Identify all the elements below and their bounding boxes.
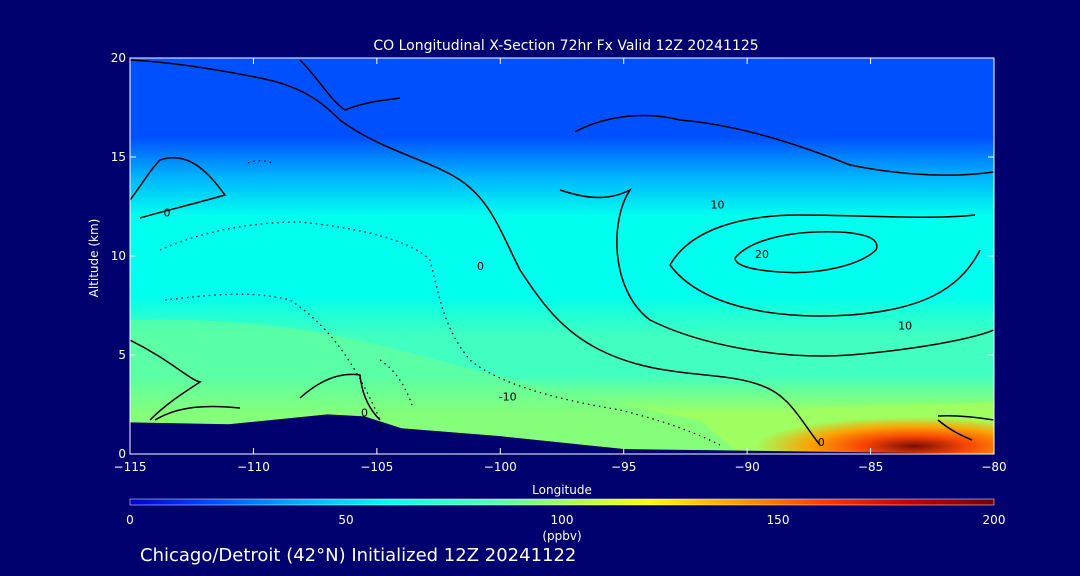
- colorbar-tick-label: 150: [767, 513, 790, 527]
- x-tick-label: −105: [360, 460, 393, 474]
- y-tick-label: 5: [118, 348, 126, 362]
- contour-label: 10: [711, 199, 725, 212]
- twenty-contour-inner: [734, 230, 878, 274]
- contour-label: 0: [361, 406, 368, 419]
- x-tick-label: −100: [484, 460, 517, 474]
- surface-plume: [710, 402, 994, 454]
- footer-caption: Chicago/Detroit (42°N) Initialized 12Z 2…: [140, 545, 576, 566]
- negative-ten-contour-small: [247, 160, 273, 164]
- contour-label: -10: [499, 391, 517, 404]
- zero-contour-right: [937, 415, 994, 441]
- x-tick-label: −95: [611, 460, 636, 474]
- x-tick-label: −90: [734, 460, 759, 474]
- terrain-mask: [130, 414, 994, 454]
- contour-label: 10: [898, 319, 912, 332]
- zero-contour-upper: [299, 59, 401, 111]
- negative-ten-contour: [159, 221, 721, 446]
- colorbar-ticks: 0 50 100 150 200: [126, 513, 1005, 527]
- zero-contour-terrain: [154, 373, 381, 421]
- zero-contour: [130, 59, 821, 446]
- colorbar-tick-label: 100: [551, 513, 574, 527]
- zero-contour-low: [130, 339, 202, 421]
- y-tick-label: 0: [118, 447, 126, 461]
- y-axis: 0 5 10 15 20: [111, 51, 994, 461]
- colorbar-tick-label: 0: [126, 513, 134, 527]
- zero-contour-left: [130, 157, 227, 219]
- colorbar: [129, 498, 995, 506]
- contour-label: 20: [755, 248, 769, 261]
- ten-contour: [559, 114, 994, 357]
- colorbar-unit-label: (ppbv): [542, 529, 581, 543]
- x-tick-label: −85: [858, 460, 883, 474]
- x-axis: −115 −110 −105 −100 −95 −90 −85 −80: [114, 58, 1007, 474]
- twenty-contour: [669, 214, 981, 317]
- y-tick-label: 10: [111, 249, 126, 263]
- x-tick-label: −80: [981, 460, 1006, 474]
- y-tick-label: 15: [111, 150, 126, 164]
- contour-label: 0: [818, 436, 825, 449]
- contour-label: 0: [477, 260, 484, 273]
- x-tick-label: −110: [237, 460, 270, 474]
- colorbar-tick-label: 50: [338, 513, 353, 527]
- y-axis-label: Altitude (km): [87, 219, 101, 298]
- chart-title: CO Longitudinal X-Section 72hr Fx Valid …: [373, 38, 758, 54]
- x-tick-label: −115: [114, 460, 147, 474]
- colorbar-tick-label: 200: [983, 513, 1006, 527]
- y-tick-label: 20: [111, 51, 126, 65]
- x-axis-label: Longitude: [532, 483, 592, 497]
- contour-label: 0: [376, 420, 383, 433]
- contour-label: 0: [164, 206, 171, 219]
